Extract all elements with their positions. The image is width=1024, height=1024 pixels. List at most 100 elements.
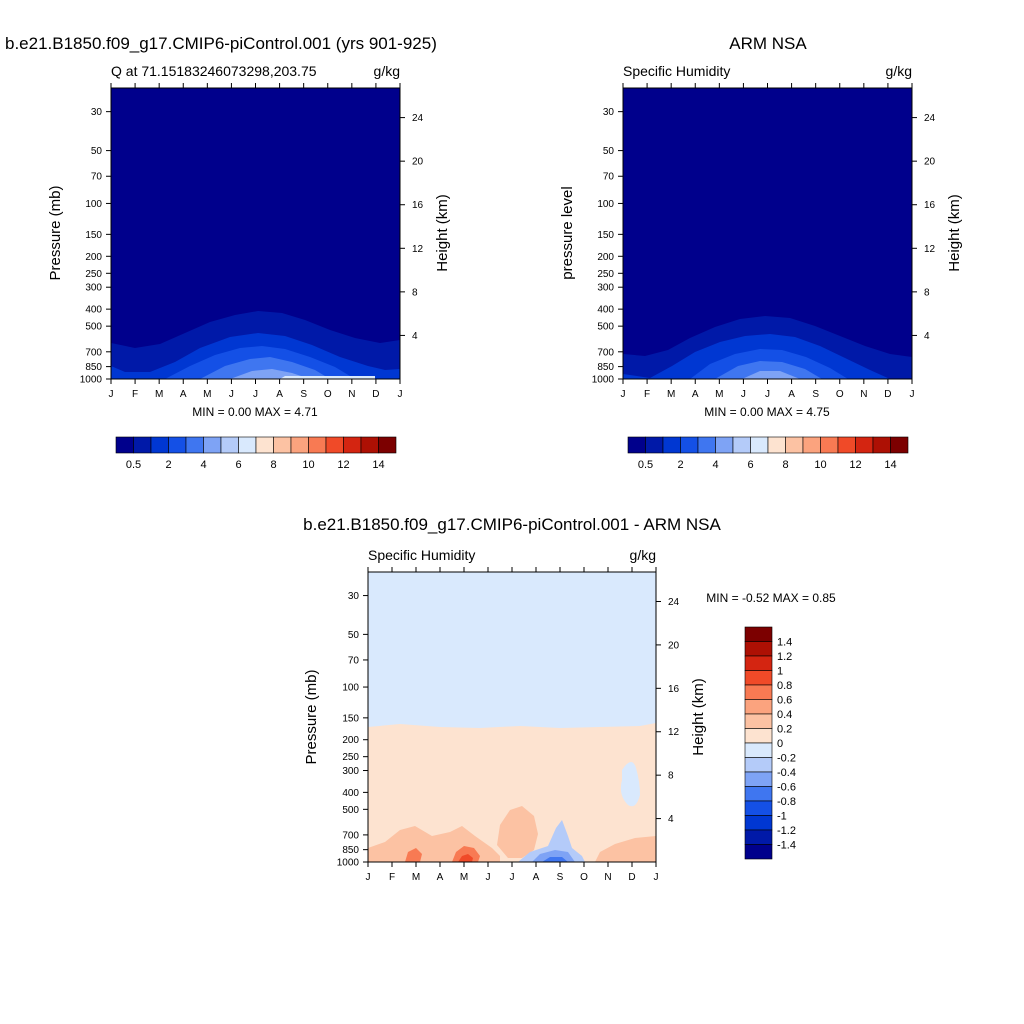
contour-fill-level-04-right <box>595 836 656 862</box>
month-tick-label: M <box>715 389 723 400</box>
pressure-tick-label: 1000 <box>337 858 360 869</box>
pressure-tick-label: 850 <box>342 845 359 856</box>
pressure-tick-label: 500 <box>597 322 614 333</box>
pressure-tick-label: 70 <box>91 172 103 183</box>
colorbar-label: -0.4 <box>777 767 796 779</box>
pressure-tick-label: 150 <box>597 230 614 241</box>
colorbar-label: 0.8 <box>777 680 792 692</box>
colorbar-box <box>645 436 664 454</box>
height-tick-label: 8 <box>668 771 674 782</box>
panel-obs-contours <box>623 88 912 379</box>
contour-negative-patch-lower <box>518 820 585 862</box>
height-tick-label: 12 <box>668 727 680 738</box>
colorbar-box <box>820 436 839 454</box>
height-tick-label: 24 <box>924 113 936 124</box>
colorbar-box <box>150 436 169 454</box>
pressure-tick-label: 30 <box>348 591 360 602</box>
height-tick-label: 4 <box>412 331 418 342</box>
month-tick-label: F <box>389 872 395 883</box>
panel-model-pressure-ticks: 30 50 70 100 150 200 250 300 400 500 700 850 1000 <box>80 107 111 386</box>
colorbar-label: -0.6 <box>777 782 796 794</box>
contour-fill-level-1-peak <box>458 854 473 862</box>
colorbar-box <box>744 626 773 642</box>
month-tick-label: J <box>109 389 114 400</box>
panel-obs-units: g/kg <box>886 63 912 79</box>
month-tick-label: J <box>253 389 258 400</box>
pressure-tick-label: 700 <box>597 347 614 358</box>
height-tick-label: 20 <box>924 157 936 168</box>
colorbar-box <box>872 436 891 454</box>
month-tick-label: J <box>510 872 515 883</box>
contour-fill-level-5 <box>742 371 800 379</box>
month-tick-label: M <box>667 389 675 400</box>
colorbar-box <box>744 844 773 860</box>
contour-fill-level-4 <box>200 357 330 379</box>
colorbar-label: 12 <box>337 459 349 471</box>
colorbar-box <box>255 436 274 454</box>
colorbar-label: -0.8 <box>777 796 796 808</box>
colorbar-box <box>744 800 773 816</box>
colorbar-box <box>115 436 134 454</box>
colorbar-label: -1.4 <box>777 840 796 852</box>
panel-obs-minmax: MIN = 0.00 MAX = 4.75 <box>704 405 830 419</box>
month-tick-label: A <box>788 389 795 400</box>
colorbar-label: 14 <box>884 459 896 471</box>
month-tick-label: A <box>437 872 444 883</box>
panel-model-left-subtitle: Q at 71.15183246073298,203.75 <box>111 63 317 79</box>
colorbar-box <box>744 786 773 802</box>
month-tick-label: J <box>398 389 403 400</box>
month-tick-label: F <box>644 389 650 400</box>
month-tick-label: O <box>580 872 588 883</box>
month-tick-label: S <box>300 389 307 400</box>
pressure-tick-label: 400 <box>342 788 359 799</box>
colorbar-label: -1 <box>777 811 787 823</box>
panel-diff-ylabel: Pressure (mb) <box>303 669 320 764</box>
colorbar-label: 2 <box>677 459 683 471</box>
height-tick-label: 20 <box>668 640 680 651</box>
colorbar-box <box>890 436 909 454</box>
colorbar-box <box>273 436 292 454</box>
colorbar-box <box>680 436 699 454</box>
colorbar-box <box>168 436 187 454</box>
colorbar-box <box>360 436 379 454</box>
panel-diff-ylabel-right: Height (km) <box>690 678 707 756</box>
month-tick-label: N <box>348 389 355 400</box>
panel-obs-left-subtitle: Specific Humidity <box>623 63 730 79</box>
colorbar-box <box>203 436 222 454</box>
colorbar-box <box>767 436 786 454</box>
pressure-tick-label: 150 <box>85 230 102 241</box>
pressure-tick-label: 250 <box>85 269 102 280</box>
panel-obs: ARM NSA Specific Humidity g/kg 305070100… <box>559 34 963 471</box>
height-tick-label: 16 <box>412 200 424 211</box>
colorbar-label: 8 <box>270 459 276 471</box>
colorbar-box <box>220 436 239 454</box>
pressure-tick-label: 250 <box>342 752 359 763</box>
colorbar-box <box>744 684 773 700</box>
height-tick-label: 4 <box>924 331 930 342</box>
colorbar-label: 0.5 <box>638 459 653 471</box>
height-tick-label: 8 <box>412 287 418 298</box>
colorbar-box <box>238 436 257 454</box>
contour-fill-level-08-a <box>405 848 422 862</box>
month-tick-label: D <box>372 389 379 400</box>
pressure-tick-label: 100 <box>85 199 102 210</box>
panel-model-height-ticks: 24 20 16 12 8 4 <box>400 113 424 342</box>
panel-model-units: g/kg <box>374 63 400 79</box>
month-tick-label: A <box>533 872 540 883</box>
colorbar-box <box>697 436 716 454</box>
colorbar-label: 4 <box>200 459 206 471</box>
colorbar-label: 14 <box>372 459 384 471</box>
contour-fill-level-04-center <box>497 806 538 858</box>
panel-diff-units: g/kg <box>630 547 656 563</box>
colorbar-label: 6 <box>235 459 241 471</box>
colorbar-box <box>308 436 327 454</box>
panel-model-contours <box>111 88 400 379</box>
colorbar-box <box>855 436 874 454</box>
colorbar-label: 6 <box>747 459 753 471</box>
height-tick-label: 12 <box>412 244 424 255</box>
month-tick-label: J <box>621 389 626 400</box>
panel-diff-contours <box>368 572 656 862</box>
pressure-tick-label: 200 <box>342 735 359 746</box>
pressure-tick-label: 100 <box>342 683 359 694</box>
